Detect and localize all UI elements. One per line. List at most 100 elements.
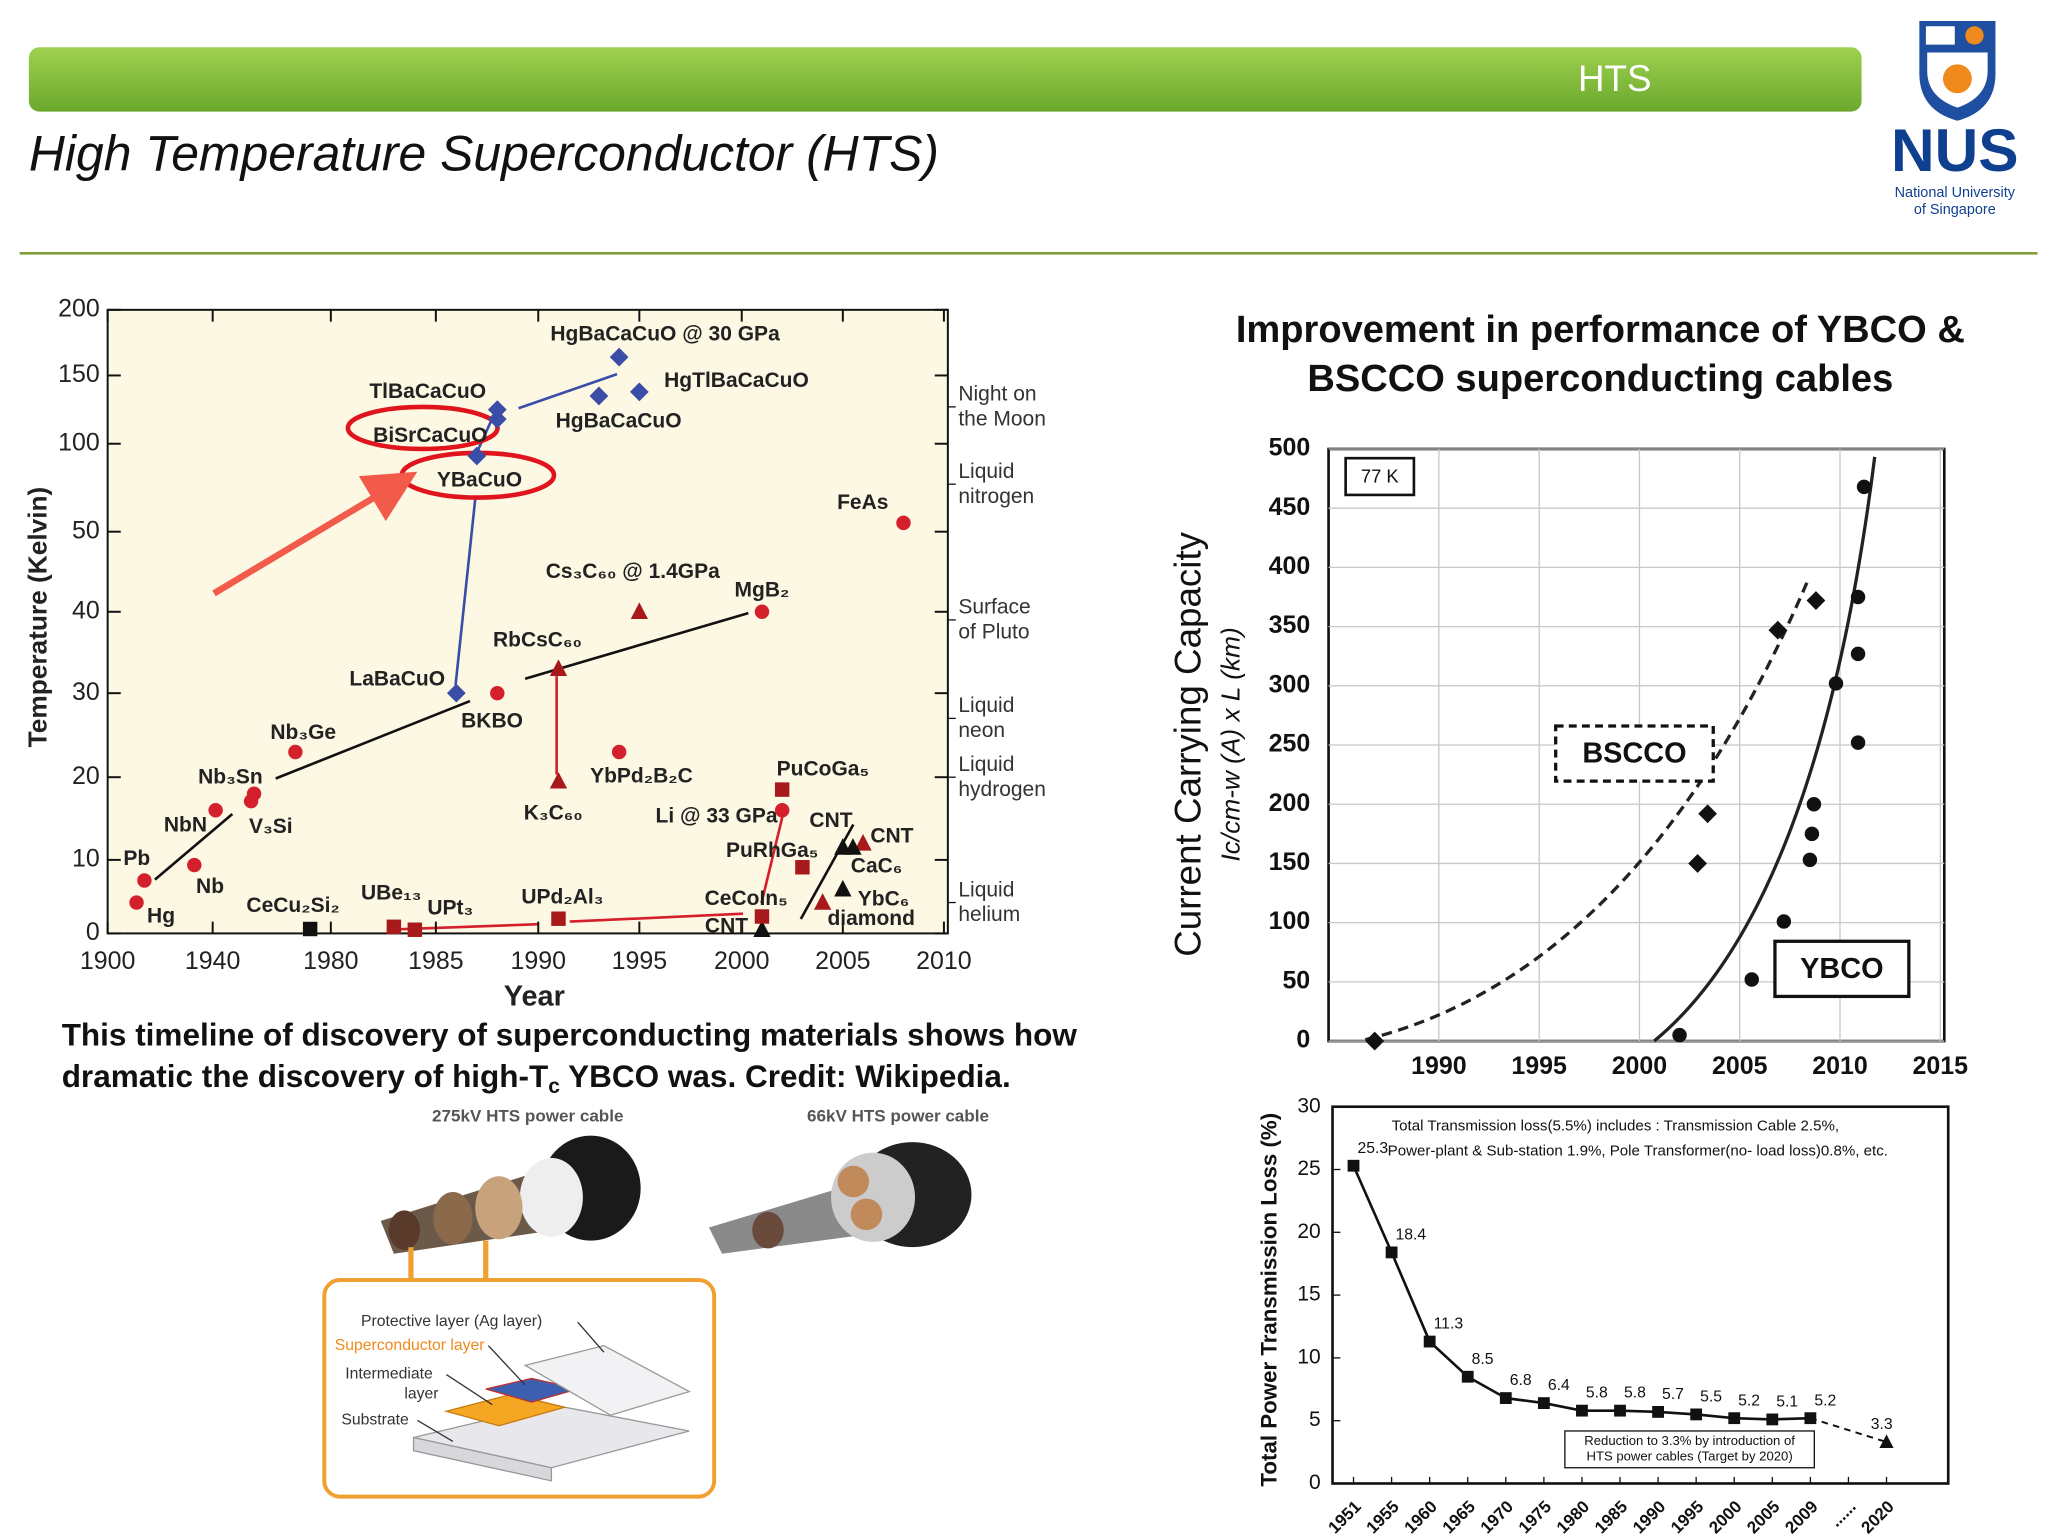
marker	[609, 347, 629, 367]
tape-edge	[412, 1436, 553, 1482]
y-tick-label: 15	[1297, 1283, 1320, 1306]
y-tick-label: 20	[1297, 1220, 1320, 1243]
y-tick-label: 0	[1296, 1026, 1310, 1054]
point-label: YBaCuO	[437, 469, 522, 492]
marker	[754, 909, 770, 924]
x-tick-label: 1990	[1411, 1052, 1466, 1080]
marker	[1776, 914, 1792, 929]
marker	[1499, 1392, 1512, 1404]
x-tick-label: 1995	[1667, 1497, 1707, 1536]
note: Total Transmission loss(5.5%) includes :…	[1392, 1117, 1840, 1134]
projection-connector	[1810, 1417, 1887, 1443]
marker	[551, 911, 566, 926]
point-label: RbCsC₆₀	[493, 629, 582, 652]
x-tick-label: ......	[1826, 1497, 1860, 1531]
data-label: 3.3	[1871, 1416, 1893, 1433]
y-tick-label: 0	[86, 918, 100, 946]
x-tick-label: 1900	[80, 947, 135, 975]
data-label: 5.1	[1776, 1394, 1798, 1411]
marker	[187, 857, 202, 873]
marker	[1614, 1404, 1626, 1417]
point-label: HgBaCaCuO	[556, 410, 682, 433]
series-label-box	[1554, 724, 1715, 783]
x-tick-label: 1960	[1401, 1497, 1441, 1536]
y-tick-label: 100	[1269, 907, 1311, 935]
x-tick-label: 1990	[1629, 1497, 1669, 1536]
x-tick-label: 1970	[1477, 1497, 1517, 1536]
point-label: BiSrCaCuO	[373, 424, 487, 447]
marker	[1828, 676, 1844, 691]
leader	[445, 1373, 493, 1406]
point-label: Hg	[147, 905, 175, 928]
point-label: CeCoIn₅	[705, 887, 788, 910]
point-label: UPd₂Al₃	[521, 885, 603, 908]
marker	[1423, 1335, 1436, 1348]
data-label: 6.8	[1510, 1372, 1532, 1389]
x-tick-label: 1985	[408, 947, 463, 975]
point-label: Nb₃Sn	[198, 766, 263, 789]
marker	[1347, 1159, 1360, 1172]
series-label: BSCCO	[1582, 737, 1686, 769]
marker	[1672, 1027, 1687, 1043]
x-tick-label: 2015	[1913, 1052, 1969, 1080]
tape-label: Substrate	[341, 1412, 409, 1429]
x-tick-label: 2005	[1712, 1052, 1768, 1080]
x-tick-label: 2000	[714, 947, 769, 975]
x-tick-label: 1980	[303, 947, 358, 975]
x-tick-label: 1975	[1515, 1497, 1555, 1536]
marker	[611, 744, 627, 760]
y-tick-label: 500	[1269, 434, 1311, 462]
tape-label: Protective layer (Ag layer)	[361, 1313, 542, 1330]
point-label: HgTlBaCaCuO	[664, 369, 809, 392]
y-tick-label: 30	[72, 678, 100, 706]
reference-label: neon	[958, 719, 1005, 742]
data-label: 11.3	[1434, 1316, 1464, 1333]
tape-intermediate	[443, 1393, 568, 1427]
x-tick-label: 2010	[1812, 1052, 1867, 1080]
logo-emblem	[1965, 26, 1984, 45]
marker	[1698, 804, 1718, 824]
y-tick-label: 400	[1269, 552, 1311, 580]
header-bar	[28, 47, 1862, 112]
y-tick-label: 450	[1269, 493, 1311, 521]
marker	[302, 921, 318, 937]
y-tick-label: 200	[58, 294, 100, 322]
transmission-loss-chart: Total Power Transmission Loss (%) 0 5 10 15…	[1257, 1094, 1950, 1536]
logo-book	[1925, 26, 1955, 45]
logo-line: National University	[1895, 185, 2016, 201]
data-label: 5.8	[1586, 1385, 1608, 1402]
x-tick-label: 2009	[1781, 1497, 1821, 1536]
marker	[629, 382, 649, 402]
marker	[854, 833, 872, 851]
series-label-box	[1773, 939, 1911, 999]
point-label: K₃C₆₀	[524, 802, 583, 825]
data-label: 25.3	[1357, 1140, 1388, 1157]
slide-title: High Temperature Superconductor (HTS)	[29, 126, 939, 182]
x-tick-label: 2000	[1612, 1052, 1667, 1080]
y-tick-label: 5	[1309, 1408, 1321, 1431]
marker	[1652, 1405, 1664, 1418]
marker	[795, 860, 810, 875]
cable-caption: 66kV HTS power cable	[807, 1107, 989, 1126]
y-tick-label: 150	[58, 360, 100, 388]
marker	[487, 409, 507, 429]
plot-frame	[1331, 1105, 1950, 1485]
cable-66kv	[708, 1142, 972, 1254]
tape-leaders	[417, 1321, 605, 1443]
reference-label: of Pluto	[958, 621, 1029, 644]
marker	[774, 803, 790, 818]
logo-line: of Singapore	[1914, 202, 1996, 218]
point-label: Nb₃Ge	[270, 721, 336, 744]
marker	[1688, 854, 1707, 873]
y-axis-label: Total Power Transmission Loss (%)	[1257, 1113, 1282, 1487]
caption: This timeline of discovery of supercondu…	[62, 1016, 1078, 1052]
marker	[753, 920, 771, 937]
caption-part: YBCO was. Credit: Wikipedia.	[560, 1058, 1011, 1094]
x-tick-label: 2005	[815, 947, 870, 975]
point-label: CNT	[809, 809, 852, 832]
x-tick-label: 2020	[1858, 1497, 1898, 1536]
x-tick-label: 1985	[1591, 1497, 1631, 1536]
cable-illustration: 275kV HTS power cable 66kV HTS power cab…	[322, 1107, 989, 1499]
tape-label: Superconductor layer	[335, 1337, 485, 1354]
